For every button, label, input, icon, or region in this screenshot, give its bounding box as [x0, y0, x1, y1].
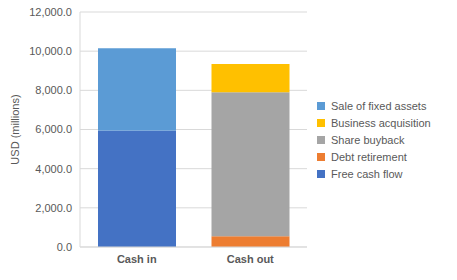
svg-text:Cash in: Cash in — [117, 253, 157, 265]
svg-text:USD (millions): USD (millions) — [9, 94, 21, 164]
html-text:Business acquisition: Business acquisition — [331, 117, 431, 129]
html-text:Debt retirement: Debt retirement — [331, 151, 407, 163]
svg-text:4,000.0: 4,000.0 — [35, 163, 72, 175]
svg-text:10,000.0: 10,000.0 — [29, 45, 72, 57]
svg-text:2,000.0: 2,000.0 — [35, 202, 72, 214]
html-text:Share buyback: Share buyback — [331, 134, 405, 146]
svg-text:0.0: 0.0 — [57, 241, 72, 253]
svg-text:6,000.0: 6,000.0 — [35, 123, 72, 135]
html-text:Free cash flow: Free cash flow — [331, 168, 403, 180]
html-text:Sale of fixed assets: Sale of fixed assets — [331, 100, 427, 112]
svg-text:Cash out: Cash out — [227, 253, 274, 265]
svg-text:8,000.0: 8,000.0 — [35, 84, 72, 96]
svg-text:12,000.0: 12,000.0 — [29, 6, 72, 18]
